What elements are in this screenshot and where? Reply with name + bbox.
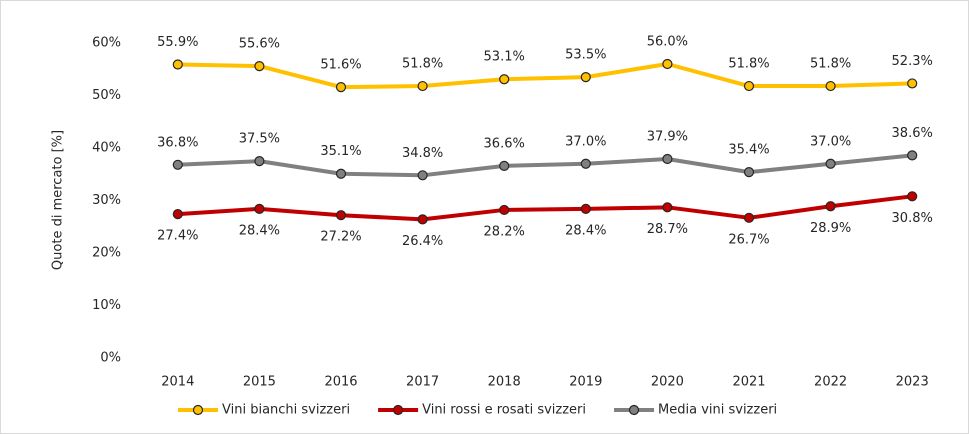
y-tick-label: 40% (92, 141, 121, 156)
data-label: 36.8% (157, 135, 198, 150)
data-label: 28.4% (239, 223, 280, 238)
legend-marker (628, 404, 640, 416)
data-label: 35.1% (320, 144, 361, 159)
data-label: 55.9% (157, 35, 198, 50)
data-label: 37.0% (565, 134, 606, 149)
data-label: 26.7% (728, 232, 769, 247)
data-label: 51.8% (810, 57, 851, 72)
data-label: 35.4% (728, 143, 769, 158)
data-point (254, 156, 265, 167)
data-point (254, 60, 265, 72)
y-tick-label: 0% (100, 351, 121, 366)
data-point (172, 209, 183, 220)
data-label: 28.2% (484, 224, 525, 239)
legend-marker (192, 404, 204, 416)
data-point (743, 167, 755, 178)
y-axis-label: Quote di mercato [%] (51, 130, 66, 270)
x-tick-label: 2017 (406, 375, 439, 390)
legend-label: Vini rossi e rosati svizzeri (422, 403, 586, 418)
data-label: 52.3% (892, 54, 933, 69)
data-label: 34.8% (402, 146, 443, 161)
data-label: 51.8% (402, 57, 443, 72)
data-label: 26.4% (402, 234, 443, 249)
x-tick-label: 2018 (488, 375, 521, 390)
y-tick-label: 30% (92, 193, 121, 208)
x-tick-label: 2014 (161, 375, 194, 390)
data-label: 37.9% (647, 130, 688, 145)
data-point (907, 191, 918, 202)
legend-marker (392, 404, 404, 416)
data-label: 56.0% (647, 35, 688, 50)
data-point (743, 212, 755, 223)
data-label: 51.8% (728, 57, 769, 72)
y-tick-label: 60% (92, 36, 121, 51)
data-label: 53.5% (565, 48, 606, 63)
data-point (580, 72, 591, 83)
data-label: 37.5% (239, 132, 280, 147)
data-label: 37.0% (810, 134, 851, 149)
data-point (499, 204, 510, 216)
y-tick-label: 50% (92, 88, 121, 103)
series-line (177, 153, 913, 178)
data-point (825, 158, 836, 169)
data-label: 28.4% (565, 223, 606, 238)
series-line (177, 62, 913, 90)
data-point (335, 168, 347, 179)
x-tick-label: 2019 (569, 375, 602, 390)
data-point (499, 74, 510, 85)
data-point (743, 80, 755, 92)
data-label: 30.8% (892, 211, 933, 226)
data-point (580, 158, 591, 169)
x-tick-label: 2023 (896, 375, 929, 390)
data-label: 51.6% (320, 58, 361, 73)
data-label: 27.2% (320, 230, 361, 245)
x-tick-label: 2015 (243, 375, 276, 390)
data-point (172, 159, 183, 170)
x-tick-label: 2021 (732, 375, 765, 390)
data-point (417, 80, 428, 92)
data-point (335, 81, 347, 93)
x-tick-label: 2020 (651, 375, 684, 390)
data-point (499, 160, 510, 171)
data-point (825, 201, 836, 212)
data-point (907, 78, 918, 89)
data-label: 38.6% (892, 126, 933, 141)
data-point (825, 80, 836, 92)
data-point (662, 202, 673, 213)
data-label: 55.6% (239, 37, 280, 52)
data-point (907, 150, 918, 161)
data-point (662, 58, 673, 70)
data-label: 36.6% (484, 136, 525, 151)
y-tick-label: 10% (92, 298, 121, 313)
data-label: 53.1% (484, 50, 525, 65)
legend-label: Vini bianchi svizzeri (222, 403, 350, 418)
data-point (172, 59, 183, 70)
data-label: 28.9% (810, 221, 851, 236)
data-label: 28.7% (647, 222, 688, 237)
x-tick-label: 2022 (814, 375, 847, 390)
y-tick-label: 20% (92, 246, 121, 261)
legend-label: Media vini svizzeri (658, 403, 777, 418)
data-point (417, 170, 428, 181)
series-line (177, 194, 913, 222)
data-point (335, 210, 347, 221)
x-tick-label: 2016 (324, 375, 357, 390)
data-label: 27.4% (157, 229, 198, 244)
data-point (662, 153, 673, 165)
data-point (417, 214, 428, 225)
data-point (580, 203, 591, 214)
data-point (254, 203, 265, 214)
